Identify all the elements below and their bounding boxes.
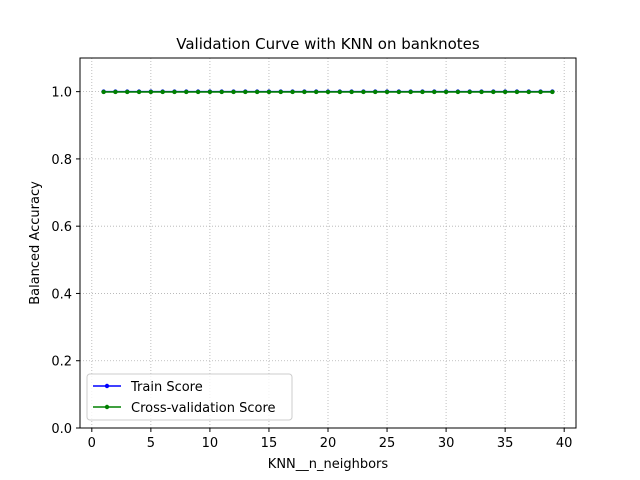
- series-cross-validation-score: [101, 89, 555, 95]
- data-point: [396, 89, 402, 95]
- data-point: [443, 89, 449, 95]
- data-point: [101, 89, 106, 95]
- legend-label: Train Score: [130, 380, 203, 395]
- data-point: [195, 89, 201, 95]
- data-point: [219, 89, 224, 95]
- data-point: [455, 89, 461, 95]
- y-tick-label: 0.4: [51, 287, 72, 302]
- data-point: [184, 89, 189, 95]
- x-tick-label: 15: [261, 436, 278, 451]
- x-axis-label: KNN__n_neighbors: [268, 457, 389, 472]
- data-point: [231, 89, 236, 95]
- data-point: [243, 89, 248, 95]
- data-point: [266, 89, 272, 95]
- x-tick-label: 5: [147, 436, 155, 451]
- data-point: [254, 89, 260, 95]
- data-point: [432, 89, 437, 95]
- data-point: [337, 89, 343, 95]
- data-point: [373, 89, 378, 95]
- data-point: [113, 89, 118, 95]
- legend-entry: Cross-validation Score: [93, 401, 276, 416]
- y-tick-label: 0.0: [51, 422, 72, 437]
- legend: Train Score Cross-validation Score: [86, 373, 293, 421]
- data-point: [172, 89, 177, 95]
- series-layer: [101, 89, 555, 95]
- ticks: 0 5 10 15 20 25 30 35 40 0.0 0.2 0.4 0.6 0.8 1.0: [51, 86, 572, 451]
- data-point: [408, 89, 413, 95]
- legend-marker: [104, 383, 110, 389]
- x-tick-label: 30: [438, 436, 455, 451]
- x-tick-label: 35: [497, 436, 514, 451]
- data-point: [538, 89, 543, 95]
- y-tick-label: 0.2: [51, 355, 72, 370]
- legend-marker: [104, 404, 110, 410]
- data-point: [514, 89, 520, 95]
- x-tick-label: 40: [556, 436, 573, 451]
- data-point: [325, 89, 331, 95]
- y-tick-label: 0.8: [51, 153, 72, 168]
- data-point: [302, 89, 307, 95]
- legend-label: Cross-validation Score: [131, 401, 276, 416]
- legend-entry: Train Score: [93, 380, 203, 395]
- data-point: [349, 89, 354, 95]
- data-point: [136, 89, 142, 95]
- data-point: [148, 89, 154, 95]
- data-point: [526, 89, 531, 95]
- data-point: [361, 89, 366, 95]
- data-point: [550, 89, 555, 95]
- x-tick-label: 10: [202, 436, 219, 451]
- data-point: [160, 89, 165, 95]
- legend-box: [86, 373, 293, 421]
- data-point: [502, 89, 508, 95]
- data-point: [313, 89, 319, 95]
- data-point: [491, 89, 496, 95]
- chart-title: Validation Curve with KNN on banknotes: [176, 35, 480, 53]
- data-point: [290, 89, 295, 95]
- x-tick-label: 0: [88, 436, 96, 451]
- y-tick-label: 0.6: [51, 220, 72, 235]
- x-tick-label: 25: [379, 436, 396, 451]
- data-point: [479, 89, 484, 95]
- data-point: [384, 89, 390, 95]
- data-point: [420, 89, 425, 95]
- y-tick-label: 1.0: [51, 86, 72, 101]
- data-point: [207, 89, 213, 95]
- data-point: [278, 89, 283, 95]
- y-axis-label: Balanced Accuracy: [28, 181, 43, 305]
- data-point: [467, 89, 472, 95]
- data-point: [125, 89, 130, 95]
- x-tick-label: 20: [320, 436, 337, 451]
